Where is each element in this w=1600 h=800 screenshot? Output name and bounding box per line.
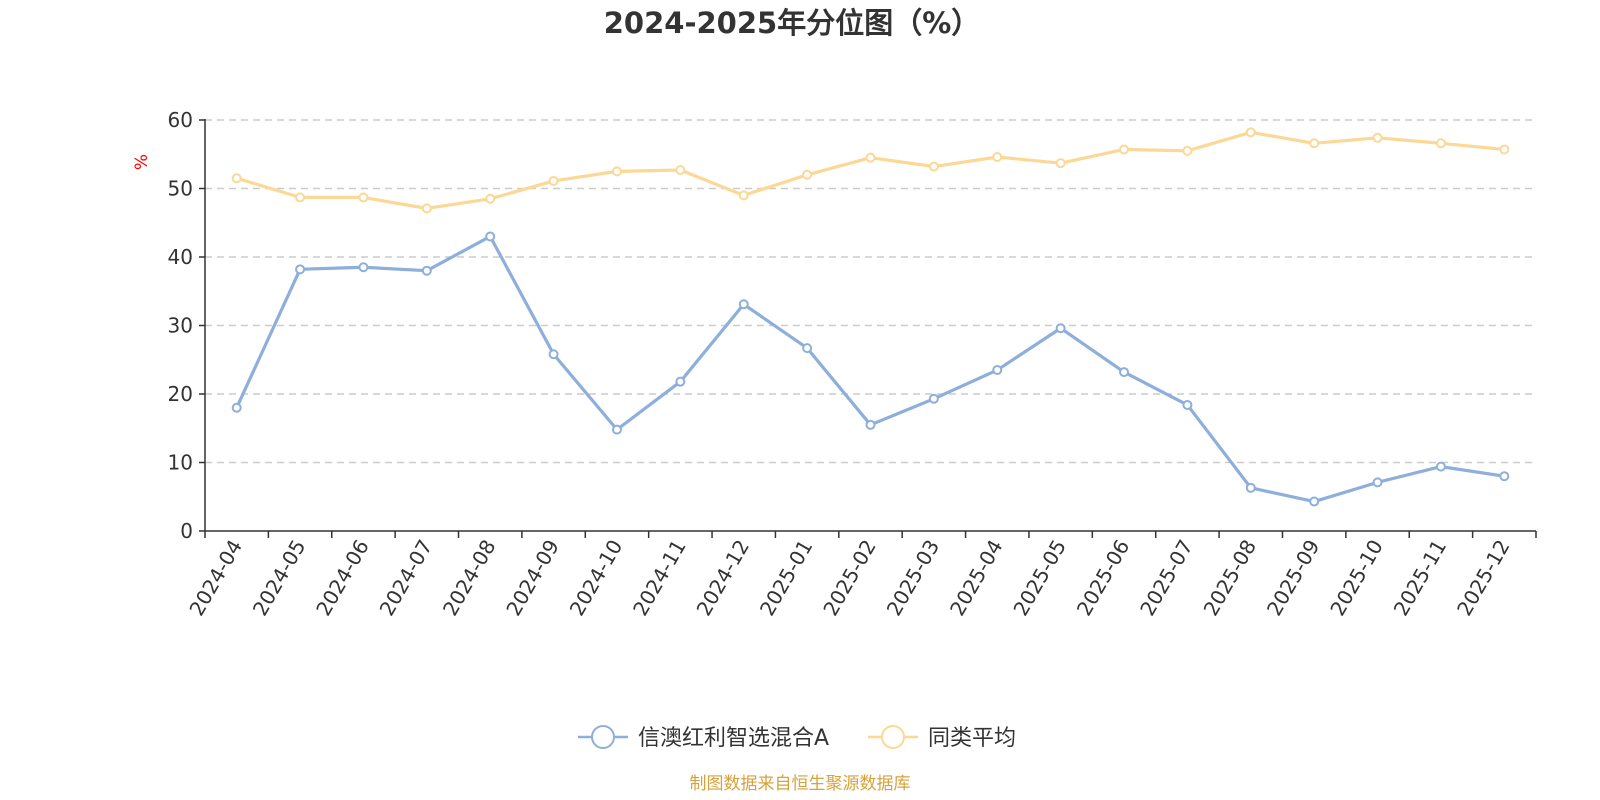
data-point xyxy=(295,264,306,275)
data-point xyxy=(928,393,939,404)
data-point xyxy=(1245,127,1256,138)
data-point xyxy=(548,349,559,360)
x-tick-labels: 2024-04 2024-05 2024-06 2024-07 2024-08 2024-… xyxy=(184,536,1514,620)
x-tick-label: 2025-02 xyxy=(818,536,881,620)
series-lines xyxy=(231,127,1510,507)
x-tick-label: 2024-04 xyxy=(184,536,247,620)
data-point xyxy=(802,343,813,354)
axes xyxy=(199,119,1537,538)
x-tick-label: 2025-12 xyxy=(1452,536,1515,620)
data-point xyxy=(865,152,876,163)
data-point xyxy=(738,190,749,201)
data-point xyxy=(738,299,749,310)
data-point xyxy=(485,231,496,242)
x-tick-label: 2025-01 xyxy=(755,536,818,620)
data-point xyxy=(865,419,876,430)
y-tick-label: 40 xyxy=(168,245,193,269)
data-point xyxy=(295,192,306,203)
data-point xyxy=(1499,144,1510,155)
legend-label: 同类平均 xyxy=(928,726,1016,751)
x-tick-label: 2025-08 xyxy=(1199,536,1262,620)
x-tick-label: 2024-05 xyxy=(248,536,311,620)
data-point xyxy=(358,192,369,203)
legend-label: 信澳红利智选混合A xyxy=(638,726,829,751)
x-tick-label: 2025-09 xyxy=(1262,536,1325,620)
x-tick-label: 2025-03 xyxy=(882,536,945,620)
series-group xyxy=(231,127,1510,214)
legend-marker xyxy=(881,725,905,749)
x-tick-label: 2024-10 xyxy=(565,536,628,620)
y-tick-label: 50 xyxy=(168,177,193,201)
data-point xyxy=(231,173,242,184)
data-point xyxy=(1245,482,1256,493)
x-tick-label: 2025-06 xyxy=(1072,536,1135,620)
x-tick-label: 2024-07 xyxy=(375,536,438,620)
y-tick-labels: 0 10 20 30 40 50 60 xyxy=(168,108,193,543)
data-point xyxy=(802,169,813,180)
y-tick-label: 60 xyxy=(168,108,193,132)
data-point xyxy=(1309,138,1320,149)
x-tick-label: 2025-10 xyxy=(1325,536,1388,620)
data-point xyxy=(485,193,496,204)
data-point xyxy=(1435,461,1446,472)
data-point xyxy=(548,175,559,186)
data-point xyxy=(1119,144,1130,155)
x-tick-label: 2024-06 xyxy=(311,536,374,620)
y-tick-label: 20 xyxy=(168,382,193,406)
chart-title: 2024-2025年分位图（%） xyxy=(604,6,981,40)
data-point xyxy=(358,262,369,273)
legend-item[interactable]: 信澳红利智选混合A xyxy=(578,725,829,751)
x-tick-label: 2025-04 xyxy=(945,536,1008,620)
y-tick-label: 30 xyxy=(168,314,193,338)
x-tick-label: 2025-11 xyxy=(1389,536,1452,620)
legend[interactable]: 信澳红利智选混合A 同类平均 xyxy=(578,725,1016,751)
data-point xyxy=(231,402,242,413)
x-tick-label: 2025-07 xyxy=(1135,536,1198,620)
grid-lines xyxy=(205,119,1536,464)
data-point xyxy=(1309,496,1320,507)
x-tick-label: 2024-09 xyxy=(501,536,564,620)
legend-marker xyxy=(591,725,615,749)
x-tick-label: 2025-05 xyxy=(1008,536,1071,620)
data-point xyxy=(1055,323,1066,334)
data-point xyxy=(992,365,1003,376)
data-point xyxy=(1182,145,1193,156)
data-point xyxy=(611,424,622,435)
data-point xyxy=(928,161,939,172)
data-point xyxy=(421,203,432,214)
data-point xyxy=(992,151,1003,162)
data-point xyxy=(1372,477,1383,488)
data-point xyxy=(1055,158,1066,169)
y-tick-label: 0 xyxy=(180,519,193,543)
x-tick-label: 2024-11 xyxy=(628,536,691,620)
data-point xyxy=(1182,399,1193,410)
y-tick-label: 10 xyxy=(168,451,193,475)
x-tick-label: 2024-08 xyxy=(438,536,501,620)
data-point xyxy=(1499,471,1510,482)
data-point xyxy=(611,166,622,177)
data-source-note: 制图数据来自恒生聚源数据库 xyxy=(690,774,911,794)
data-point xyxy=(1435,138,1446,149)
legend-item[interactable]: 同类平均 xyxy=(868,725,1016,751)
data-point xyxy=(675,165,686,176)
series-line xyxy=(235,234,1506,504)
data-point xyxy=(1372,132,1383,143)
x-tick-label: 2024-12 xyxy=(691,536,754,620)
data-point xyxy=(675,376,686,387)
series-group xyxy=(231,231,1510,507)
data-point xyxy=(1119,367,1130,378)
y-axis-label: % xyxy=(132,154,152,170)
data-point xyxy=(421,265,432,276)
